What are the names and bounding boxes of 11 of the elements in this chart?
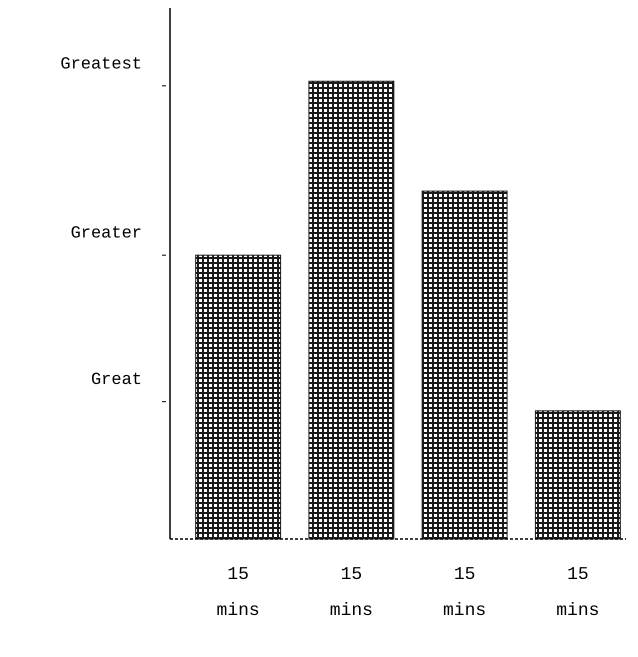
text: Greatest xyxy=(60,55,142,74)
x-tick-label: 15 mins xyxy=(556,565,600,621)
x-tick-label: 15 mins xyxy=(443,565,486,621)
bar xyxy=(195,254,282,540)
bar xyxy=(422,190,508,540)
x-tick-label: 15 mins xyxy=(216,565,260,621)
text: Greater xyxy=(70,224,142,244)
bar xyxy=(308,80,394,540)
x-tick-label: 15 mins xyxy=(330,565,373,621)
bar xyxy=(534,410,621,540)
text: Great xyxy=(90,371,142,390)
